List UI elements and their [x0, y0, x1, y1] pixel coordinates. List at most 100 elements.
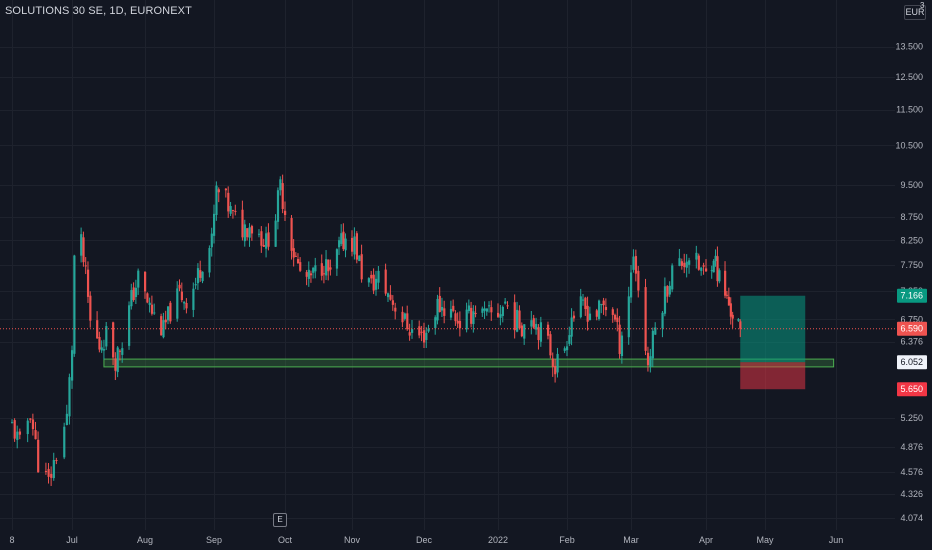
candle-body — [570, 317, 573, 337]
candle-body — [55, 459, 58, 461]
candle-body — [456, 320, 459, 324]
candle-body — [160, 316, 163, 336]
candle-body — [556, 353, 559, 373]
candle-body — [663, 286, 667, 314]
candle-body — [406, 313, 409, 330]
candle-body — [185, 302, 188, 309]
candle-body — [630, 272, 633, 298]
candle-body — [102, 349, 106, 351]
candle-body — [335, 249, 339, 269]
candle-body — [309, 273, 313, 276]
candle-body — [568, 335, 571, 344]
candle-body — [438, 295, 441, 312]
candle-body — [403, 313, 406, 319]
candle-body — [452, 305, 455, 311]
earnings-event-marker[interactable]: E — [273, 513, 287, 527]
candle-body — [700, 267, 703, 271]
support-zone — [103, 358, 835, 368]
candle-body — [274, 220, 277, 247]
candle-body — [420, 331, 423, 333]
price-tick-label: 9.500 — [900, 180, 923, 190]
candle-body — [436, 298, 439, 321]
candle-body — [418, 326, 421, 336]
candle-body — [712, 260, 715, 273]
position-target-area — [740, 295, 806, 363]
candle-body — [427, 328, 430, 332]
price-label-target: 7.166 — [900, 291, 923, 301]
candle-body — [710, 270, 713, 272]
candle-body — [654, 327, 657, 335]
candle-body — [727, 296, 731, 306]
candle-body — [150, 304, 154, 314]
time-tick-label: May — [756, 535, 774, 545]
price-tick-label: 11.500 — [896, 105, 923, 115]
time-tick-label: Oct — [278, 535, 293, 545]
candle-body — [520, 325, 523, 337]
price-tick-label: 4.576 — [900, 467, 923, 477]
price-tick-label: 10.500 — [895, 140, 923, 150]
candle-body — [530, 320, 533, 327]
candle-body — [387, 293, 390, 298]
candle-body — [80, 234, 83, 256]
price-axis[interactable]: 13.500 12.500 11.500 10.500 9.500 8.750 8.250 7… — [895, 42, 923, 523]
price-tick-label: 4.326 — [900, 489, 923, 499]
candle-body — [535, 323, 538, 330]
candle-body — [411, 329, 414, 333]
candle-body — [73, 255, 76, 354]
candle-body — [443, 308, 446, 316]
candle-body — [338, 240, 341, 248]
candle-body — [340, 233, 343, 244]
candle-body — [602, 300, 605, 306]
time-tick-label: Jun — [829, 535, 844, 545]
candle-body — [37, 439, 40, 473]
candle-body — [112, 322, 115, 358]
candle-body — [71, 350, 74, 381]
candle-body — [358, 255, 361, 262]
candle-body — [661, 312, 664, 329]
candle-body — [199, 270, 202, 278]
candle-body — [257, 233, 261, 235]
price-label-last: 6.590 — [900, 324, 923, 334]
candle-body — [229, 206, 232, 214]
chart-title: SOLUTIONS 30 SE, 1D, EURONEXT — [5, 5, 192, 17]
candle-body — [137, 270, 140, 288]
candle-body — [584, 297, 587, 310]
time-tick-label: 2022 — [488, 535, 508, 545]
candle-body — [572, 315, 576, 319]
candle-body — [47, 468, 50, 477]
candle-body — [342, 231, 345, 250]
candle-body — [248, 227, 251, 238]
price-tick-label: 13.500 — [895, 42, 923, 52]
candle-body — [178, 284, 181, 289]
candle-body — [121, 348, 124, 355]
candle-body — [82, 237, 85, 263]
time-tick-label: Nov — [344, 535, 361, 545]
candle-body — [423, 330, 426, 343]
candle-body — [705, 268, 708, 272]
time-tick-label: Sep — [206, 535, 222, 545]
candle-body — [739, 321, 742, 329]
candle-body — [671, 265, 674, 290]
candle-body — [210, 233, 213, 248]
candle-body — [234, 210, 237, 212]
candle-body — [26, 420, 29, 435]
position-stop-area — [740, 362, 806, 390]
candle-body — [327, 259, 330, 272]
time-axis[interactable]: 8 Jul Aug Sep Oct Nov Dec 2022 Feb Mar Apr May Jun — [9, 535, 843, 545]
candle-body — [307, 269, 310, 279]
currency-button[interactable]: EUR — [904, 5, 926, 20]
price-labels: 7.166 6.590 6.052 5.650 — [897, 288, 927, 397]
candle-body — [472, 311, 475, 325]
candle-body — [146, 293, 149, 303]
candle-body — [604, 306, 608, 311]
time-tick-label: Aug — [137, 535, 153, 545]
price-label-stop: 5.650 — [900, 384, 923, 394]
candle-body — [651, 330, 654, 359]
candle-body — [506, 305, 509, 307]
candle-body — [582, 299, 585, 301]
candle-body — [29, 418, 32, 420]
candle-body — [549, 334, 552, 356]
candle-body — [63, 426, 66, 458]
candle-body — [217, 189, 220, 193]
